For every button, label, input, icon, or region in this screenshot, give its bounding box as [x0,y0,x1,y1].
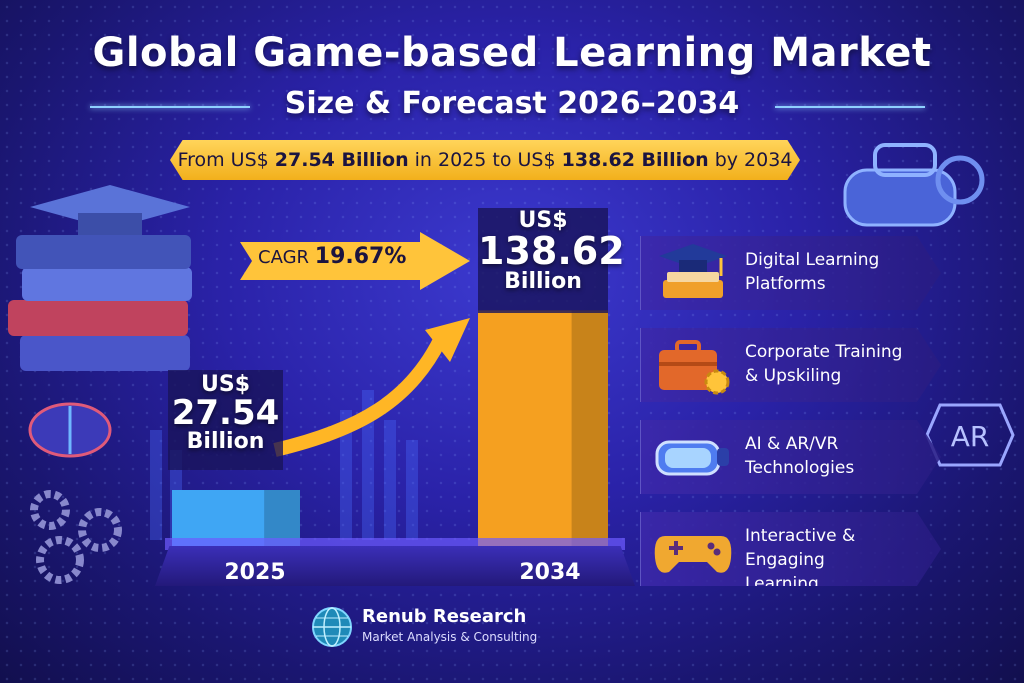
segment-card-interactive-learning: Interactive & Engaging Learning [640,512,941,586]
cagr-arrow [240,232,470,290]
growth-arrow [273,336,447,457]
value-amount-2025: 27.54 [171,393,280,434]
cagr-label-text: CAGR [258,247,310,268]
segment-label-line2: Learning [745,574,819,594]
segment-label-ai-ar-vr: AI & AR/VR Technologies [745,432,935,480]
cagr-value: 19.67% [314,244,407,269]
segment-label-line2: Technologies [745,458,855,478]
subtitle-line-left [90,106,250,108]
segment-label-line1: Digital Learning [745,250,880,270]
x-tick-label-2025: 2025 [224,560,286,585]
background-bars [150,390,418,540]
segment-label-line1: Interactive & Engaging [745,526,856,570]
globe-icon [312,607,352,647]
brand-logo: Renub Research Market Analysis & Consult… [310,603,570,651]
value-unit-2025: Billion [186,429,265,455]
ribbon-end-value: 138.62 Billion [561,149,709,171]
brand-name: Renub Research [362,606,527,627]
growth-arrow-head [425,318,470,362]
briefcase-gear-icon [659,340,730,395]
value-currency-2025: US$ [200,372,251,397]
value-unit-2034: Billion [504,269,582,295]
ribbon-start-value: 27.54 Billion [274,149,409,171]
segment-label-digital-learning: Digital Learning Platforms [745,248,935,296]
segment-card-ai-ar-vr: AI & AR/VR Technologies [640,420,941,494]
graduation-cap-icon [659,244,727,298]
chart-platform [155,546,635,586]
segment-card-digital-learning: Digital Learning Platforms [640,236,941,310]
bar-face-2034 [478,310,608,548]
vr-headset-icon [843,143,985,227]
ar-badge-icon: AR [925,403,1015,467]
ribbon-prefix: From US$ [177,149,275,171]
brain-gears-icon [28,402,122,584]
value-box-2034 [478,208,608,313]
segment-label-line2: Platforms [745,274,826,294]
books-cap-icon [8,185,192,371]
segment-label-line2: & Upskiling [745,366,842,386]
summary-ribbon: From US$ 27.54 Billion in 2025 to US$ 13… [170,140,800,180]
value-currency-2034: US$ [518,208,568,233]
gamepad-icon [654,536,732,573]
segment-label-interactive-learning: Interactive & Engaging Learning [745,524,935,594]
bar-2034 [478,310,608,548]
segment-label-line1: AI & AR/VR [745,434,839,454]
subtitle-line-right [775,106,925,108]
value-amount-2034: 138.62 [478,229,625,274]
cagr-label: CAGR 19.67% [258,244,406,269]
vr-headset-icon [655,440,729,476]
segment-label-corporate-training: Corporate Training & Upskiling [745,340,935,388]
value-label-2034: US$ 138.62 Billion [478,208,625,295]
segment-label-line1: Corporate Training [745,342,903,362]
segment-card-corporate-training: Corporate Training & Upskiling [640,328,941,402]
bar-shade-2034 [571,310,608,548]
brand-tagline: Market Analysis & Consulting [362,630,538,644]
ribbon-middle: in 2025 to US$ [408,149,562,171]
ribbon-suffix: by 2034 [708,149,793,171]
x-tick-label-2034: 2034 [519,560,581,585]
value-label-2025: US$ 27.54 Billion [168,372,283,455]
value-box-2025 [168,370,283,470]
ar-badge-text: AR [951,420,990,453]
page-subtitle: Size & Forecast 2026–2034 [284,86,740,121]
page-title: Global Game-based Learning Market [92,30,932,76]
